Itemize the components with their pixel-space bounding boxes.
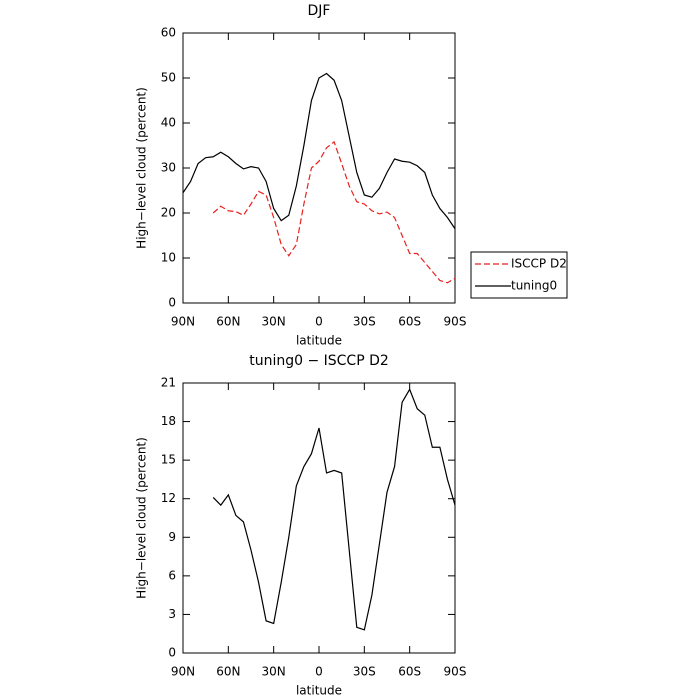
legend-label: tuning0	[511, 279, 557, 293]
y-tick-label: 40	[161, 116, 176, 130]
x-tick-label: 60N	[216, 315, 240, 329]
plot-frame	[182, 32, 456, 304]
x-tick-label: 90N	[171, 315, 195, 329]
plot-frame	[182, 382, 456, 654]
x-tick-label: 0	[315, 315, 323, 329]
y-tick-label: 18	[161, 414, 176, 428]
y-tick-label: 0	[168, 646, 176, 660]
legend-label: ISCCP D2	[511, 257, 567, 271]
chart-title: DJF	[308, 3, 331, 19]
x-tick-label: 90S	[444, 665, 467, 679]
y-tick-label: 9	[168, 530, 176, 544]
x-tick-label: 30S	[353, 665, 376, 679]
y-tick-label: 21	[161, 376, 176, 390]
legend-box	[470, 251, 568, 299]
x-tick-label: 30N	[262, 315, 286, 329]
y-axis-label: High−level cloud (percent)	[135, 87, 149, 249]
y-tick-label: 12	[161, 491, 176, 505]
y-tick-label: 30	[161, 161, 176, 175]
y-tick-label: 20	[161, 206, 176, 220]
x-axis-label: latitude	[296, 334, 342, 348]
x-tick-label: 60S	[398, 315, 421, 329]
y-tick-label: 60	[161, 26, 176, 40]
y-axis-label: High−level cloud (percent)	[135, 437, 149, 599]
y-tick-label: 50	[161, 71, 176, 85]
line-series	[182, 72, 456, 230]
x-tick-label: 30N	[262, 665, 286, 679]
chart-title: tuning0 − ISCCP D2	[249, 353, 389, 369]
y-tick-label: 6	[168, 568, 176, 582]
x-tick-label: 90N	[171, 665, 195, 679]
x-tick-label: 0	[315, 665, 323, 679]
y-tick-label: 10	[161, 251, 176, 265]
x-tick-label: 30S	[353, 315, 376, 329]
y-tick-label: 15	[161, 453, 176, 467]
x-tick-label: 90S	[444, 315, 467, 329]
line-series	[212, 140, 456, 284]
line-series	[212, 388, 456, 631]
y-tick-label: 0	[168, 296, 176, 310]
x-axis-label: latitude	[296, 684, 342, 698]
x-tick-label: 60S	[398, 665, 421, 679]
x-tick-label: 60N	[216, 665, 240, 679]
y-tick-label: 3	[168, 607, 176, 621]
